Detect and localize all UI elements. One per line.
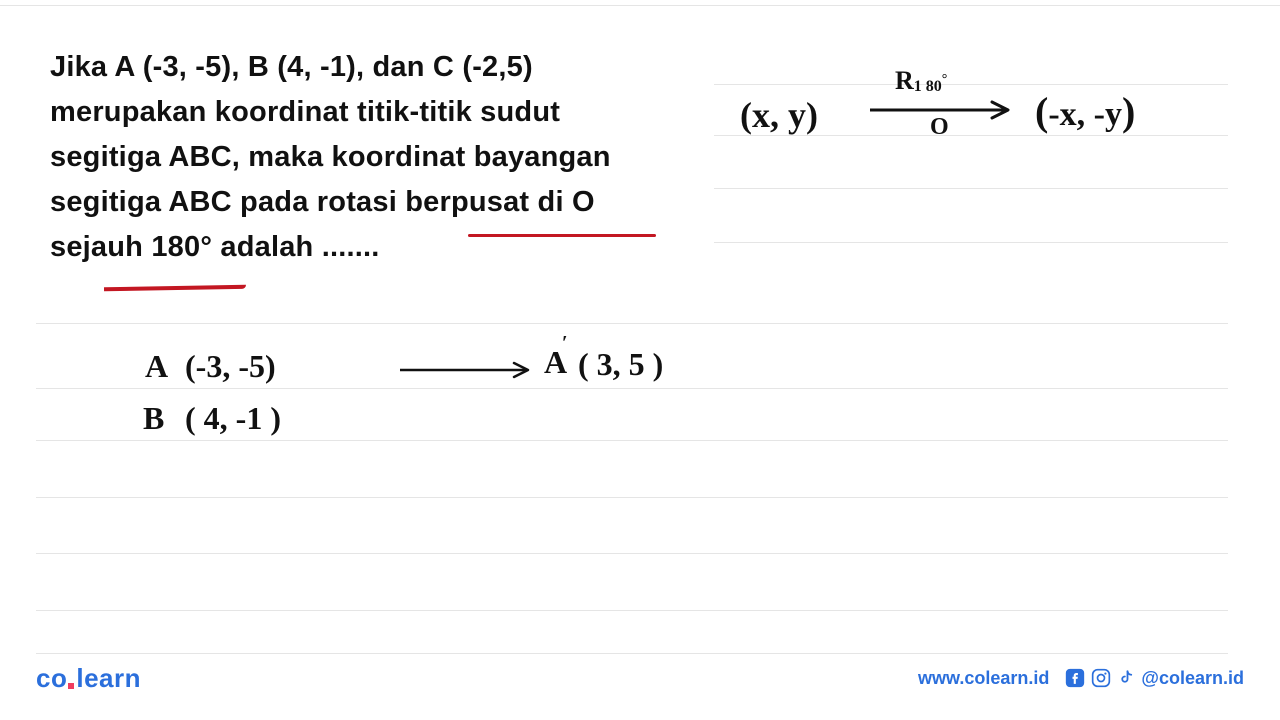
hw-point-A-prime: ( 3, 5 ) xyxy=(578,346,663,383)
site-url: www.colearn.id xyxy=(918,668,1049,689)
hw-rule-arrow-label-top: R1 80° xyxy=(895,66,947,96)
hw-arrow-icon xyxy=(400,360,540,380)
logo-learn: learn xyxy=(76,663,141,693)
hw-point-A-label: A xyxy=(145,348,168,385)
question-line: merupakan koordinat titik-titik sudut xyxy=(50,90,690,135)
question-line: segitiga ABC pada rotasi berpusat di O xyxy=(50,180,690,225)
question-line: sejauh 180° adalah ....... xyxy=(50,225,690,270)
red-underline xyxy=(468,234,656,237)
rule-line xyxy=(714,188,1228,189)
rule-line xyxy=(36,440,1228,441)
instagram-icon xyxy=(1091,668,1111,688)
social-handle: @colearn.id xyxy=(1141,668,1244,689)
divider xyxy=(0,5,1280,6)
tiktok-icon xyxy=(1117,668,1135,688)
footer-right: www.colearn.id @colearn.id xyxy=(918,668,1244,689)
hw-rule-rhs: (-x, -y) xyxy=(1035,88,1135,135)
red-underline xyxy=(104,285,246,291)
hw-point-A-prime-label: A′ xyxy=(544,344,567,381)
question-line: Jika A (-3, -5), B (4, -1), dan C (-2,5) xyxy=(50,45,690,90)
page-frame: Jika A (-3, -5), B (4, -1), dan C (-2,5)… xyxy=(0,0,1280,720)
hw-point-B-from: ( 4, -1 ) xyxy=(185,400,281,437)
rule-line xyxy=(714,84,1228,85)
rule-line xyxy=(36,610,1228,611)
rule-line xyxy=(714,242,1228,243)
logo-co: co xyxy=(36,663,67,693)
hw-point-B-label: B xyxy=(143,400,164,437)
hw-rule-lhs: (x, y) xyxy=(740,94,818,136)
rule-line xyxy=(36,653,1228,654)
footer: colearn www.colearn.id @colearn.id xyxy=(36,658,1244,698)
facebook-icon xyxy=(1065,668,1085,688)
rule-line xyxy=(36,388,1228,389)
brand-logo: colearn xyxy=(36,663,141,694)
hw-point-A-from: (-3, -5) xyxy=(185,348,276,385)
rule-line xyxy=(36,497,1228,498)
question-line: segitiga ABC, maka koordinat bayangan xyxy=(50,135,690,180)
rule-line xyxy=(36,323,1228,324)
social-block: @colearn.id xyxy=(1065,668,1244,689)
hw-rule-arrow-label-bottom: O xyxy=(930,114,949,141)
logo-dot-icon xyxy=(68,683,74,689)
rule-line xyxy=(36,553,1228,554)
